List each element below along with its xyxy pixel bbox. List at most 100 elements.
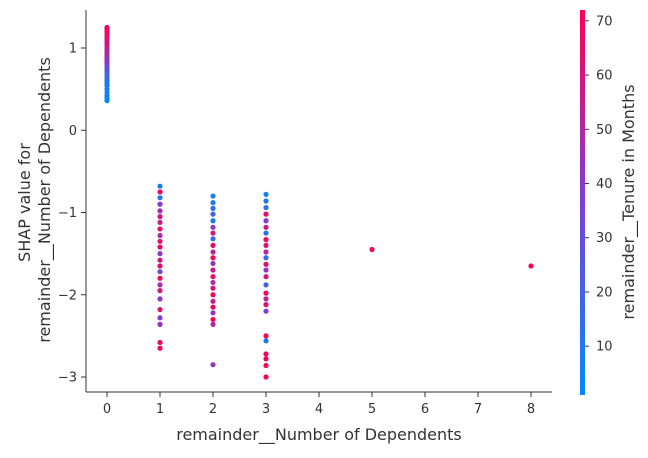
scatter-point (157, 219, 163, 225)
scatter-point (263, 362, 269, 369)
scatter-point (157, 208, 163, 214)
x-tick-label: 0 (103, 402, 111, 417)
colorbar-gradient (580, 10, 585, 395)
scatter-point (210, 267, 216, 273)
scatter-point (263, 333, 269, 339)
scatter-point (157, 296, 163, 302)
scatter-point (263, 282, 269, 288)
scatter-point (157, 288, 163, 294)
y-tick-label: −3 (58, 371, 77, 386)
x-tick-label: 3 (262, 402, 270, 417)
scatter-point (263, 267, 269, 273)
scatter-point (210, 304, 216, 310)
scatter-point (210, 321, 216, 327)
scatter-point (210, 260, 216, 267)
scatter-point (210, 242, 216, 248)
scatter-point (210, 205, 216, 211)
scatter-point (157, 321, 163, 327)
scatter-point (263, 255, 269, 261)
colorbar-tick-label: 20 (596, 285, 613, 300)
scatter-point (157, 238, 163, 244)
scatter-point (263, 242, 269, 248)
points-layer (104, 24, 534, 380)
scatter-point (263, 191, 269, 198)
scatter-point (210, 285, 216, 291)
colorbar: 10 20 30 40 50 60 70 remainder__Tenure in Mont… (580, 10, 639, 395)
scatter-point (104, 98, 110, 104)
x-axis-label: remainder__Number of Dependents (176, 425, 462, 445)
x-tick-label: 2 (209, 402, 217, 417)
colorbar-label: remainder__Tenure in Months (619, 84, 639, 319)
axes-layer (85, 10, 552, 393)
y-axis-label: SHAP value for remainder__Number of Depe… (15, 57, 55, 343)
scatter-point (157, 251, 163, 257)
scatter-point (157, 201, 163, 207)
scatter-point (157, 345, 163, 351)
scatter-point (263, 356, 269, 362)
colorbar-tick-label: 40 (596, 177, 613, 192)
scatter-point (157, 195, 163, 201)
x-tick-label: 5 (368, 402, 376, 417)
scatter-point (157, 244, 163, 250)
scatter-point (263, 230, 269, 236)
scatter-point (263, 249, 269, 255)
y-tick-label: −2 (58, 288, 77, 303)
scatter-point (210, 292, 216, 298)
scatter-point (263, 261, 269, 267)
scatter-point (210, 218, 216, 224)
scatter-point (210, 224, 216, 230)
scatter-point (263, 204, 269, 211)
scatter-point (263, 290, 269, 296)
colorbar-ticks: 10 20 30 40 50 60 70 (585, 14, 613, 355)
x-tick-label: 6 (421, 402, 429, 417)
scatter-point (157, 269, 163, 275)
scatter-point (210, 249, 216, 255)
scatter-point (528, 263, 534, 269)
colorbar-tick-label: 60 (596, 69, 613, 84)
scatter-point (263, 338, 269, 344)
scatter-point (157, 214, 163, 220)
scatter-point (263, 224, 269, 230)
scatter-point (210, 236, 216, 242)
colorbar-tick-label: 30 (596, 231, 613, 246)
scatter-point (157, 257, 163, 263)
scatter-point (157, 232, 163, 239)
y-tick-label: −1 (58, 206, 77, 221)
scatter-point (263, 218, 269, 224)
scatter-point (210, 362, 216, 368)
scatter-point (210, 255, 216, 261)
y-tick-label: 0 (69, 124, 77, 139)
scatter-point (210, 274, 216, 280)
scatter-point (369, 246, 375, 253)
x-ticks: 0 1 2 3 4 5 6 7 8 (103, 392, 535, 417)
x-tick-label: 8 (527, 402, 535, 417)
y-ticks: −3 −2 −1 0 1 (58, 42, 86, 386)
scatter-point (157, 226, 163, 232)
scatter-point (210, 298, 216, 304)
scatter-point (157, 282, 163, 288)
scatter-point (210, 211, 216, 217)
scatter-point (157, 189, 163, 195)
scatter-point (210, 316, 216, 323)
scatter-point (263, 274, 269, 280)
y-tick-label: 1 (69, 42, 77, 57)
scatter-point (263, 302, 269, 308)
scatter-point (263, 237, 269, 243)
colorbar-tick-label: 50 (596, 123, 613, 138)
scatter-point (263, 308, 269, 314)
y-axis-label-line-1: SHAP value for (15, 143, 34, 262)
scatter-point (210, 279, 216, 286)
scatter-point (210, 193, 216, 199)
scatter-point (263, 296, 269, 302)
x-tick-label: 7 (474, 402, 482, 417)
scatter-point (263, 351, 269, 357)
scatter-point (263, 198, 269, 204)
scatter-point (210, 230, 216, 236)
scatter-point (210, 310, 216, 316)
scatter-point (157, 275, 163, 281)
scatter-point (157, 263, 163, 269)
y-axis-label-line-2: remainder__Number of Dependents (35, 57, 55, 343)
scatter-point (263, 211, 269, 217)
